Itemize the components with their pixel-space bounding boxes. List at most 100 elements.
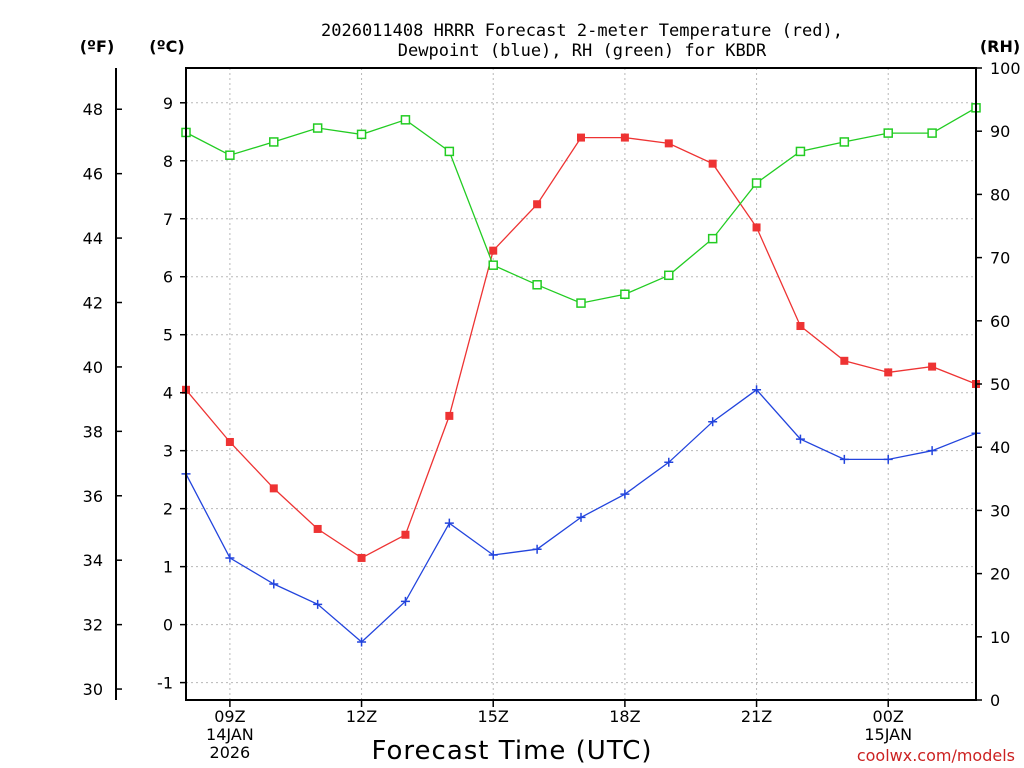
celsius-tick-label: 7 <box>163 210 173 229</box>
celsius-tick-label: 2 <box>163 500 173 519</box>
temperature-point <box>884 368 893 377</box>
fahrenheit-tick-label: 36 <box>83 487 103 506</box>
unit-label-celsius: (ºC) <box>149 37 184 56</box>
rh-tick-label: 100 <box>990 59 1021 78</box>
rh-point <box>751 178 762 188</box>
chart-title-line2: Dewpoint (blue), RH (green) for KBDR <box>398 41 767 61</box>
dewpoint-point <box>576 512 586 522</box>
celsius-tick-label: -1 <box>157 674 173 693</box>
rh-tick-label: 10 <box>990 628 1010 647</box>
temperature-point <box>401 530 410 539</box>
rh-point <box>707 233 718 244</box>
temperature-point <box>840 356 849 365</box>
fahrenheit-tick-label: 30 <box>83 680 103 699</box>
temperature-point <box>577 133 585 142</box>
rh-point <box>883 128 893 138</box>
dewpoint-point <box>795 434 805 444</box>
celsius-tick-label: 9 <box>163 94 173 113</box>
dewpoint-point <box>357 637 367 647</box>
x-axis-title: Forecast Time (UTC) <box>371 736 652 766</box>
dewpoint-point <box>444 518 454 528</box>
x-tick-label: 00Z <box>873 707 904 726</box>
dewpoint-point <box>400 596 410 606</box>
rh-tick-label: 40 <box>990 438 1010 457</box>
rh-point <box>269 137 279 147</box>
rh-point <box>356 129 367 140</box>
temperature-point <box>225 437 234 446</box>
dewpoint-point <box>313 599 323 609</box>
rh-tick-label: 90 <box>990 122 1010 141</box>
x-tick-label: 09Z <box>214 707 245 726</box>
temperature-point <box>269 484 278 493</box>
temperature-point <box>489 246 498 255</box>
celsius-tick-label: 1 <box>163 558 173 577</box>
rh-tick-label: 80 <box>990 185 1010 204</box>
celsius-tick-label: 4 <box>163 384 173 403</box>
fahrenheit-tick-label: 40 <box>83 358 103 377</box>
x-tick-label: 18Z <box>609 707 640 726</box>
temperature-point <box>752 223 761 232</box>
temperature-point <box>357 553 366 562</box>
celsius-tick-label: 6 <box>163 268 173 287</box>
dewpoint-point <box>225 553 235 563</box>
x-tick-label: 2026 <box>210 743 251 762</box>
celsius-tick-label: 0 <box>163 616 173 635</box>
rh-point <box>532 280 542 290</box>
x-tick-label: 14JAN <box>206 725 254 744</box>
rh-point <box>839 137 850 147</box>
chart-title-line1: 2026011408 HRRR Forecast 2-meter Tempera… <box>321 21 843 41</box>
fahrenheit-tick-label: 44 <box>83 229 103 248</box>
unit-label-rh: (RH) <box>980 37 1020 56</box>
temperature-point <box>445 411 454 420</box>
celsius-tick-label: 8 <box>163 152 173 171</box>
celsius-tick-label: 5 <box>163 326 173 345</box>
rh-tick-label: 60 <box>990 312 1010 331</box>
dewpoint-point <box>927 446 937 456</box>
rh-point <box>312 123 323 133</box>
rh-point <box>664 270 674 281</box>
rh-point <box>620 289 630 300</box>
dewpoint-point <box>620 489 630 499</box>
temperature-point <box>313 524 322 533</box>
dewpoint-point <box>664 457 674 467</box>
temperature-point <box>708 159 717 168</box>
dewpoint-point <box>752 385 762 395</box>
dewpoint-point <box>269 579 279 589</box>
rh-point <box>225 150 235 160</box>
fahrenheit-tick-label: 34 <box>83 551 103 570</box>
x-tick-label: 21Z <box>741 707 772 726</box>
temperature-point <box>533 200 542 209</box>
x-tick-label: 15JAN <box>864 725 912 744</box>
fahrenheit-tick-label: 42 <box>83 294 103 313</box>
dewpoint-point <box>532 544 542 554</box>
fahrenheit-tick-label: 32 <box>83 616 103 635</box>
plot-frame <box>185 67 977 701</box>
rh-point <box>444 146 455 157</box>
dewpoint-point <box>839 454 849 464</box>
axis-labels: -101234567893032343638404244464801020304… <box>83 59 1021 762</box>
fahrenheit-tick-label: 38 <box>83 422 103 441</box>
rh-tick-label: 30 <box>990 501 1010 520</box>
rh-point <box>576 298 586 308</box>
x-tick-label: 15Z <box>478 707 509 726</box>
rh-point <box>795 146 806 157</box>
celsius-tick-label: 3 <box>163 442 173 461</box>
rh-point <box>400 115 411 125</box>
temperature-point <box>620 133 629 142</box>
rh-tick-label: 70 <box>990 249 1010 268</box>
credit-text: coolwx.com/models <box>857 746 1015 765</box>
dewpoint-point <box>488 550 498 560</box>
gridlines <box>186 68 976 700</box>
dewpoint-point <box>883 454 893 464</box>
rh-point <box>927 128 937 138</box>
rh-tick-label: 0 <box>990 691 1000 710</box>
unit-label-fahrenheit: (ºF) <box>80 37 115 56</box>
temperature-point <box>928 362 937 371</box>
fahrenheit-tick-label: 46 <box>83 165 103 184</box>
fahrenheit-tick-label: 48 <box>83 100 103 119</box>
series-layer <box>181 103 981 647</box>
rh-point <box>488 260 498 270</box>
temperature-point <box>796 322 805 331</box>
dewpoint-point <box>708 417 718 427</box>
